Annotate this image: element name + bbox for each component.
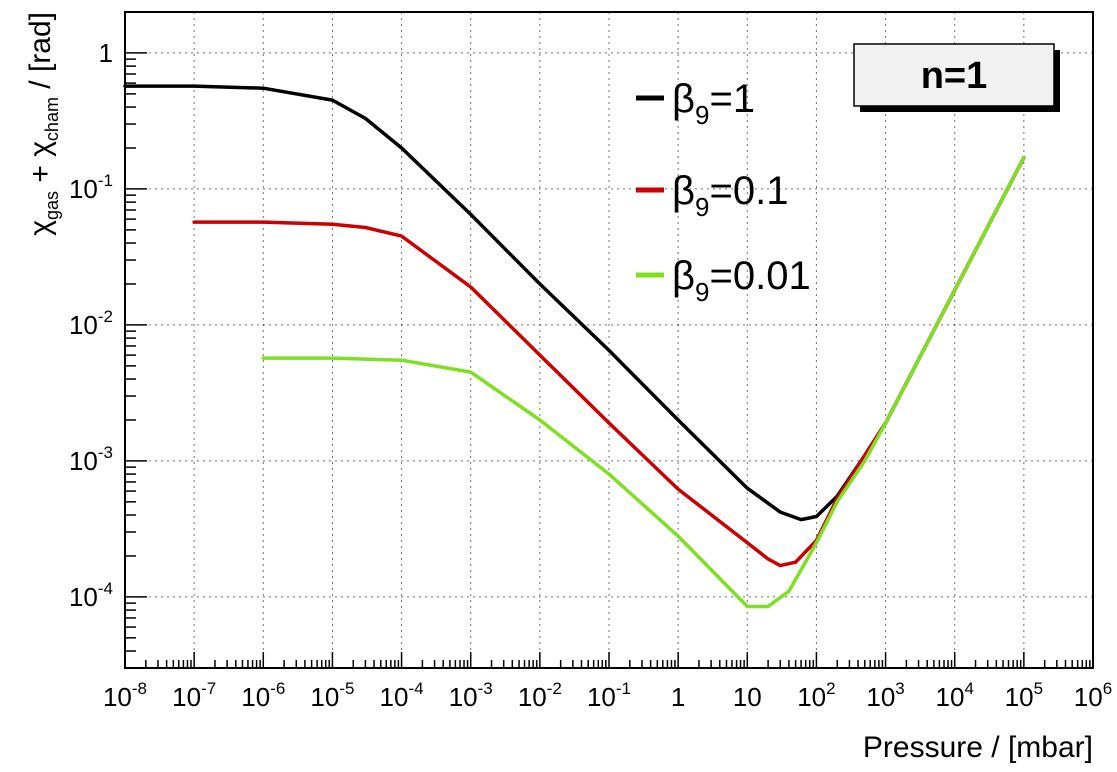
x-tick-mantissa: 1 [671, 682, 685, 712]
x-tick-exponent: -3 [478, 679, 493, 698]
x-tick-label: 10-8 [103, 679, 147, 712]
x-axis-title: Pressure / [mbar] [863, 731, 1093, 764]
legend-subscript: 9 [695, 192, 709, 222]
x-tick-mantissa: 10 [866, 682, 895, 712]
y-tick-mantissa: 1 [99, 38, 113, 68]
y-axis-title-chi: χ [24, 220, 57, 236]
legend-label-1: β9=1 [672, 77, 755, 130]
legend-symbol: β [672, 254, 695, 298]
x-tick-exponent: 3 [895, 679, 904, 698]
legend-value: =0.1 [709, 169, 788, 213]
y-tick-exponent: -3 [98, 443, 113, 462]
labels: 10-8 10-7 10-6 10-5 10-4 10-3 10-2 10-1 1 10 102 10… [24, 12, 1112, 764]
legend-subscript: 9 [695, 100, 709, 130]
legend: β9=1β9=0.1β9=0.01n=1 [636, 43, 1060, 307]
x-tick-mantissa: 10 [310, 682, 339, 712]
chart-title: n=1 [921, 55, 988, 97]
series-line-2 [192, 155, 1026, 568]
y-tick-mantissa: 10 [69, 174, 98, 204]
y-tick-mantissa: 10 [69, 446, 98, 476]
y-tick-mantissa: 10 [69, 310, 98, 340]
legend-subscript: 9 [695, 277, 709, 307]
x-tick-mantissa: 10 [1005, 682, 1034, 712]
x-tick-mantissa: 10 [518, 682, 547, 712]
series-line-1 [123, 84, 1026, 522]
x-tick-label: 10-3 [449, 679, 493, 712]
x-tick-exponent: -8 [132, 679, 147, 698]
x-tick-label: 104 [936, 679, 974, 712]
y-tick-label: 10-3 [69, 443, 113, 476]
x-tick-label: 10-4 [380, 679, 424, 712]
x-tick-exponent: 2 [826, 679, 835, 698]
x-tick-label: 103 [866, 679, 904, 712]
x-tick-exponent: -5 [339, 679, 354, 698]
x-tick-mantissa: 10 [936, 682, 965, 712]
y-tick-label: 10-2 [69, 307, 113, 340]
axes [124, 11, 1094, 669]
legend-symbol: β [672, 77, 695, 121]
x-tick-exponent: -4 [408, 679, 423, 698]
x-tick-mantissa: 10 [241, 682, 270, 712]
y-tick-exponent: -4 [98, 579, 113, 598]
x-tick-mantissa: 10 [449, 682, 478, 712]
x-tick-label: 1 [671, 682, 685, 712]
title-box [853, 43, 1055, 107]
series-line-3 [261, 155, 1026, 609]
legend-label-2: β9=0.1 [672, 169, 788, 222]
x-tick-exponent: -6 [270, 679, 285, 698]
legend-value: =0.01 [709, 254, 810, 298]
x-tick-mantissa: 10 [797, 682, 826, 712]
x-tick-label: 10-5 [310, 679, 354, 712]
x-tick-exponent: -7 [201, 679, 216, 698]
x-tick-label: 10-2 [518, 679, 562, 712]
x-tick-exponent: 4 [964, 679, 973, 698]
x-tick-mantissa: 10 [733, 682, 762, 712]
x-tick-mantissa: 10 [380, 682, 409, 712]
x-tick-label: 10-6 [241, 679, 285, 712]
y-axis-title-plus-chi: + χ [24, 141, 57, 191]
x-tick-label: 105 [1005, 679, 1043, 712]
x-tick-exponent: 6 [1103, 679, 1112, 698]
series-layer [123, 84, 1026, 609]
x-tick-label: 10-7 [172, 679, 216, 712]
x-tick-mantissa: 10 [1074, 682, 1103, 712]
x-tick-label: 10-1 [587, 679, 631, 712]
y-tick-label: 10-1 [69, 171, 113, 204]
x-tick-exponent: -1 [616, 679, 631, 698]
x-tick-exponent: 5 [1034, 679, 1043, 698]
x-tick-label: 10 [733, 682, 762, 712]
y-tick-mantissa: 10 [69, 582, 98, 612]
legend-symbol: β [672, 169, 695, 213]
x-tick-label: 106 [1074, 679, 1112, 712]
x-tick-mantissa: 10 [103, 682, 132, 712]
x-tick-exponent: -2 [547, 679, 562, 698]
y-tick-exponent: -1 [98, 171, 113, 190]
y-axis-title-unit: / [rad] [24, 12, 57, 97]
y-axis-title-sub-gas: gas [42, 191, 62, 220]
y-tick-label: 10-4 [69, 579, 113, 612]
x-tick-mantissa: 10 [172, 682, 201, 712]
legend-value: =1 [709, 77, 755, 121]
x-tick-label: 102 [797, 679, 835, 712]
y-tick-label: 1 [99, 38, 113, 68]
legend-label-3: β9=0.01 [672, 254, 811, 307]
y-axis-title-sub-cham: cham [42, 97, 62, 141]
y-axis-title: χgas + χcham / [rad] [24, 12, 62, 236]
x-tick-mantissa: 10 [587, 682, 616, 712]
y-tick-exponent: -2 [98, 307, 113, 326]
